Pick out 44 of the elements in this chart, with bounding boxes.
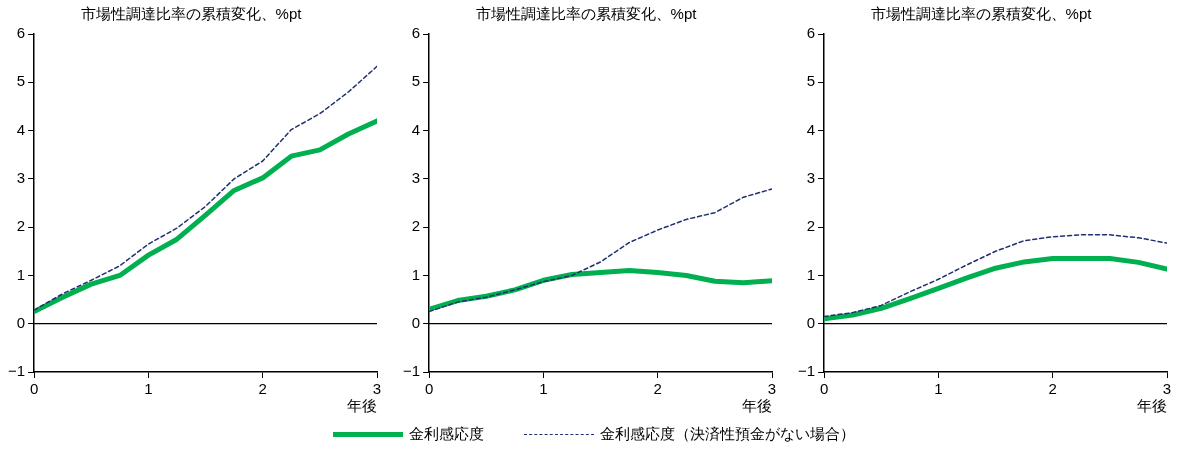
- x-tick-label: 2: [258, 380, 267, 398]
- x-tick-label: 2: [1048, 380, 1057, 398]
- x-tick-label: 1: [144, 380, 153, 398]
- x-tick-label: 0: [819, 380, 829, 398]
- y-tick-label: 5: [806, 72, 816, 90]
- y-tick-label: 5: [411, 72, 421, 90]
- x-axis-title: 年後: [347, 397, 377, 415]
- y-tick-label: 0: [411, 313, 421, 331]
- x-tick-label: 1: [539, 380, 548, 398]
- y-tick-label: 1: [806, 265, 816, 283]
- y-tick-label: 6: [411, 24, 421, 42]
- y-tick-label: 0: [806, 313, 816, 331]
- x-tick-label: 3: [767, 380, 777, 398]
- legend-label: 金利感応度（決済性預金がない場合）: [599, 424, 855, 444]
- y-tick-label: 2: [806, 217, 816, 235]
- y-tick-label: 6: [16, 24, 26, 42]
- y-tick-label: 3: [806, 169, 816, 186]
- x-tick-label: 0: [424, 380, 434, 398]
- y-tick-label: 4: [411, 120, 421, 138]
- y-tick-label: −1: [797, 362, 816, 380]
- y-tick-label: 1: [411, 265, 421, 283]
- y-tick-label: 4: [806, 120, 816, 138]
- chart-title: 市場性調達比率の累積変化、%pt: [80, 5, 303, 23]
- chart-title: 市場性調達比率の累積変化、%pt: [870, 5, 1093, 23]
- y-tick-label: 2: [411, 217, 421, 235]
- y-tick-label: 4: [16, 120, 26, 138]
- x-axis-title: 年後: [1137, 397, 1167, 415]
- x-tick-label: 1: [934, 380, 943, 398]
- y-tick-label: 3: [16, 169, 26, 186]
- y-tick-label: 3: [411, 169, 421, 186]
- y-tick-label: 2: [16, 217, 26, 235]
- x-tick-label: 2: [653, 380, 662, 398]
- y-tick-label: 6: [806, 24, 816, 42]
- x-tick-label: 3: [1162, 380, 1172, 398]
- x-tick-label: 3: [372, 380, 382, 398]
- x-axis-title: 年後: [742, 397, 772, 415]
- y-tick-label: −1: [402, 362, 421, 380]
- chart-title: 市場性調達比率の累積変化、%pt: [475, 5, 698, 23]
- y-tick-label: −1: [7, 362, 26, 380]
- legend-label: 金利感応度: [408, 424, 484, 444]
- y-tick-label: 0: [16, 313, 26, 331]
- y-tick-label: 5: [16, 72, 26, 90]
- x-tick-label: 0: [29, 380, 39, 398]
- y-tick-label: 1: [16, 265, 26, 283]
